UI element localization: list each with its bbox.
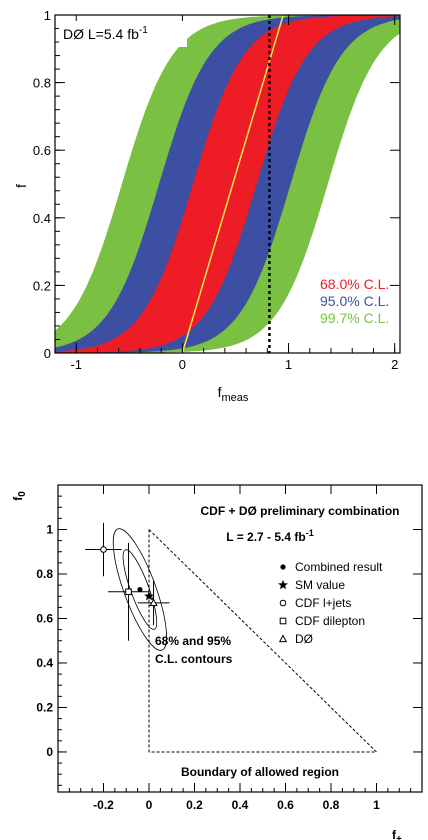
chart-title: CDF + DØ preliminary combination — [200, 504, 399, 518]
legend-entry: SM value — [295, 578, 345, 592]
y-axis-label: f0 — [11, 491, 28, 501]
x-tick-label: 1 — [373, 798, 380, 812]
y-tick-label: 1 — [46, 522, 53, 536]
legend-entry: Combined result — [295, 560, 383, 574]
x-tick-label: -1 — [70, 357, 82, 372]
x-tick-label: -0.2 — [93, 798, 114, 812]
central-line — [181, 15, 284, 353]
legend-marker-star — [278, 579, 288, 590]
y-tick-label: 0.6 — [36, 611, 53, 625]
point-circle — [100, 546, 107, 553]
legend-entry: 68.0% C.L. — [320, 276, 389, 292]
point-star — [144, 591, 154, 601]
legend-entry: 99.7% C.L. — [320, 310, 389, 326]
allowed-region-triangle — [148, 528, 378, 753]
contour-note: 68% and 95% — [155, 634, 231, 648]
legend-entry: CDF l+jets — [295, 596, 351, 610]
legend-entry: CDF dilepton — [295, 614, 365, 628]
x-tick-label: 0 — [146, 798, 153, 812]
x-tick-label: 0.2 — [186, 798, 203, 812]
legend-entry: DØ — [295, 632, 313, 646]
x-tick-label: 0.8 — [323, 798, 340, 812]
boundary-note: Boundary of allowed region — [181, 765, 339, 779]
plot-frame — [54, 14, 401, 354]
legend-marker-dot — [280, 564, 286, 570]
y-tick-label: 0.2 — [33, 278, 51, 293]
y-tick-label: 0.6 — [33, 143, 51, 158]
x-tick-label: 0 — [179, 357, 186, 372]
y-axis-label: f — [13, 184, 29, 188]
legend-marker-triangle — [278, 634, 288, 643]
point-square — [125, 588, 132, 596]
contour-note: C.L. contours — [155, 652, 233, 666]
confidence-bands — [55, 15, 400, 353]
y-tick-label: 1 — [44, 8, 51, 23]
y-tick-label: 0.8 — [36, 567, 53, 581]
band-2 — [55, 15, 400, 353]
legend-marker-circle — [279, 599, 287, 607]
x-tick-label: 0.6 — [277, 798, 294, 812]
x-axis-label: fmeas — [218, 384, 249, 404]
y-tick-label: 0 — [46, 745, 53, 759]
legend-entry: 95.0% C.L. — [320, 293, 389, 309]
y-tick-label: 0.8 — [33, 76, 51, 91]
y-tick-label: 0.2 — [36, 700, 53, 714]
y-tick-label: 0.4 — [36, 656, 53, 670]
x-tick-label: 1 — [285, 357, 292, 372]
top-chart: -1 0 1 2 0 0.2 0.4 0.6 0.8 1 DØ L=5.4 fb-1 fmeas f 68… — [13, 8, 401, 404]
point-dot — [137, 586, 143, 593]
x-tick-label: 0.4 — [232, 798, 249, 812]
y-tick-label: 0 — [44, 346, 51, 361]
y-tick-label: 0.4 — [33, 211, 51, 226]
legend-marker-square — [279, 617, 287, 625]
x-tick-label: 2 — [391, 357, 398, 372]
chart-subtitle: L = 2.7 - 5.4 fb-1 — [226, 528, 314, 544]
chart-title: DØ L=5.4 fb-1 — [63, 25, 148, 42]
bottom-chart: -0.2 0 0.2 0.4 0.6 0.8 1 0 0.2 0.4 0.6 0.8 1 CDF + DØ… — [11, 484, 423, 840]
point-triangle — [149, 598, 158, 607]
title-box — [59, 21, 187, 47]
cl-contour-ellipse — [112, 528, 167, 651]
x-axis-label: f+ — [392, 828, 402, 840]
